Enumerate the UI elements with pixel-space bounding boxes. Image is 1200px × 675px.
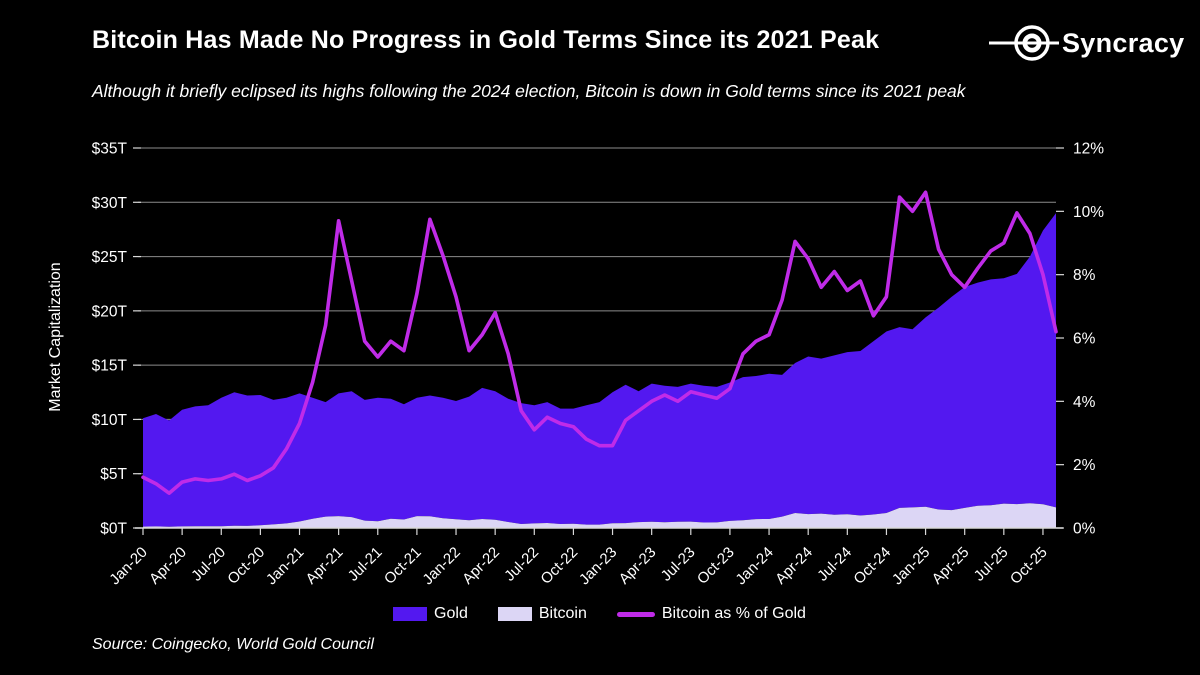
pct-line-series (141, 190, 1058, 496)
x-tick-label: Oct-21 (381, 544, 425, 588)
x-tick-label: Oct-22 (537, 544, 581, 588)
chart-legend: Gold Bitcoin Bitcoin as % of Gold (143, 600, 1056, 628)
x-tick-label: Jan-22 (419, 544, 463, 588)
y-right-tick-label: 10% (1073, 204, 1104, 221)
x-tick-label: Oct-24 (850, 544, 894, 588)
y-right-tick-label: 2% (1073, 457, 1096, 474)
x-tick-label: Oct-25 (1007, 544, 1051, 588)
x-tick-label: Jul-20 (188, 544, 229, 585)
y-right-tick-label: 6% (1073, 331, 1096, 348)
y-right-tick-label: 4% (1073, 394, 1096, 411)
x-tick-label: Jul-24 (814, 544, 855, 585)
chart-subtitle: Although it briefly eclipsed its highs f… (92, 81, 966, 101)
x-tick-label: Jul-23 (658, 544, 699, 585)
gold-area-series (143, 213, 1056, 527)
x-tick-label: Apr-20 (146, 544, 190, 588)
y-right-tick-label: 12% (1073, 141, 1104, 158)
y-left-tick-label: $20T (92, 303, 128, 320)
x-tick-label: Apr-24 (772, 544, 816, 588)
legend-item-pct: Bitcoin as % of Gold (616, 605, 806, 623)
brand-name: Syncracy (1062, 27, 1185, 58)
x-tick-label: Jan-23 (576, 544, 620, 588)
x-tick-label: Jul-21 (345, 544, 386, 585)
y-left-tick-label: $0T (100, 521, 127, 538)
x-tick-label: Oct-23 (694, 544, 738, 588)
x-tick-label: Apr-22 (459, 544, 503, 588)
y-right-tick-label: 8% (1073, 267, 1096, 284)
y-left-tick-label: $5T (100, 466, 127, 483)
y-left-tick-label: $35T (92, 141, 128, 158)
bitcoin-area-series (143, 503, 1056, 528)
legend-item-bitcoin: Bitcoin (497, 605, 587, 623)
legend-label-gold: Gold (434, 605, 468, 622)
x-tick-label: Jan-24 (732, 544, 776, 588)
legend-label-pct: Bitcoin as % of Gold (661, 605, 806, 622)
source-note: Source: Coingecko, World Gold Council (92, 636, 374, 653)
y-left-tick-label: $30T (92, 195, 128, 212)
x-tick-label: Apr-25 (929, 544, 973, 588)
x-tick-label: Jan-20 (106, 544, 150, 588)
legend-label-bitcoin: Bitcoin (538, 605, 587, 622)
y-right-tick-label: 0% (1073, 521, 1096, 538)
x-tick-label: Jan-25 (889, 544, 933, 588)
y-left-tick-label: $15T (92, 358, 128, 375)
x-tick-label: Jul-22 (501, 544, 542, 585)
x-tick-label: Jan-21 (263, 544, 307, 588)
syncracy-logo: Syncracy (988, 18, 1188, 68)
pct-line-swatch-icon (616, 611, 655, 617)
x-tick-label: Apr-21 (303, 544, 347, 588)
x-tick-label: Oct-20 (224, 544, 268, 588)
x-tick-label: Jul-25 (971, 544, 1012, 585)
x-tick-label: Apr-23 (616, 544, 660, 588)
page-title: Bitcoin Has Made No Progress in Gold Ter… (92, 26, 880, 54)
gold-swatch-icon (393, 607, 428, 621)
y-left-tick-label: $25T (92, 249, 128, 266)
bitcoin-swatch-icon (497, 607, 532, 621)
legend-item-gold: Gold (393, 605, 468, 623)
syncracy-logo-icon (989, 25, 1059, 61)
y-left-tick-label: $10T (92, 412, 128, 429)
